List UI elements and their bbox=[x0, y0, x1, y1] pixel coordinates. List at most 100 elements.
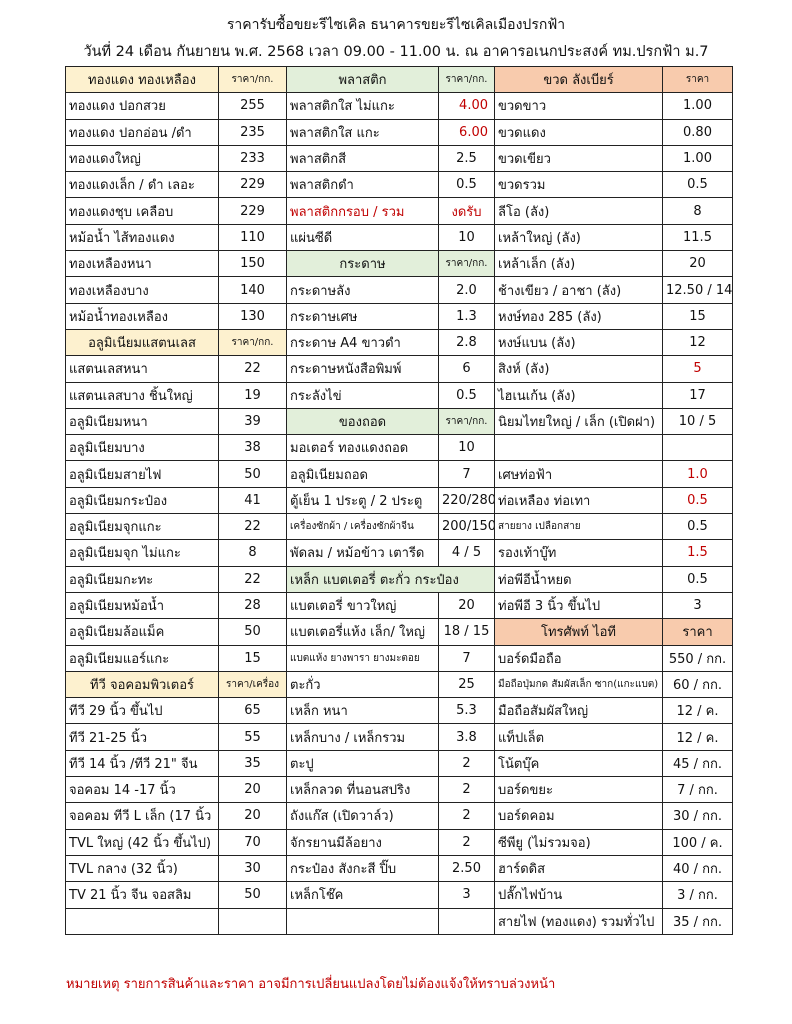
item-name-cell: พลาสติกกรอบ / รวม bbox=[286, 197, 439, 225]
price-cell: 255 bbox=[218, 92, 287, 120]
table-row: อลูมิเนียมสายไฟ 50 อลูมิเนียมถอด 7 เศษท่อฟ้า… bbox=[65, 460, 733, 488]
item-name-cell: ทองแดงใหญ่ bbox=[65, 144, 219, 173]
item-name-cell: อลูมิเนียมบาง bbox=[65, 434, 219, 462]
table-row: อลูมิเนียมแอร์แกะ 15 แบตแห้ง ยางพารา ยางมะ… bbox=[65, 644, 733, 672]
item-name-cell: อลูมิเนียมจุกแกะ bbox=[65, 513, 219, 541]
price-cell: 12 bbox=[662, 328, 733, 357]
price-cell: 30 / กก. bbox=[662, 802, 733, 830]
table-row: ทองแดง ปอกอ่อน /ดำ 235 พลาสติกใส แกะ 6.00 ขว… bbox=[65, 118, 733, 146]
item-name-cell: พลาสติกใส แกะ bbox=[286, 118, 439, 146]
price-cell: 12 / ค. bbox=[662, 697, 733, 725]
page-subtitle: วันที่ 24 เดือน กันยายน พ.ศ. 2568 เวลา 0… bbox=[83, 44, 709, 60]
item-name-cell: อลูมิเนียมกะทะ bbox=[65, 565, 219, 593]
price-cell: 2 bbox=[438, 749, 495, 778]
item-name-cell: ลีโอ (ลัง) bbox=[494, 197, 663, 225]
price-cell: 200/150 bbox=[438, 513, 495, 541]
price-cell: 8 bbox=[662, 197, 733, 225]
item-name-cell: บอร์ดมือถือ bbox=[494, 644, 663, 672]
item-name-cell: ทองแดงชุบ เคลือบ bbox=[65, 197, 219, 225]
item-name-cell: เหล็กลวด ที่นอนสปริง bbox=[286, 776, 439, 804]
table-row: ทองแดง ทองเหลือง ราคา/กก. พลาสติก ราคา/กก. ข… bbox=[65, 65, 733, 94]
item-name-cell: มอเตอร์ ทองแดงถอด bbox=[286, 434, 439, 462]
table-row: อลูมิเนียมล้อแม็ค 50 แบตเตอรี่แห้ง เล็ก/ ใ… bbox=[65, 618, 733, 646]
price-cell: 220/280 bbox=[438, 486, 495, 515]
item-name-cell: เหล้าใหญ่ (ลัง) bbox=[494, 223, 663, 252]
item-name-cell: TV 21 นิ้ว จีน จอสลิม bbox=[65, 881, 219, 909]
item-name-cell: ฮาร์ดดิส bbox=[494, 854, 663, 883]
item-name-cell: TVL ใหญ่ (42 นิ้ว ขึ้นไป) bbox=[65, 828, 219, 856]
item-name-cell: เหล้าเล็ก (ลัง) bbox=[494, 250, 663, 278]
section-header-cell: ทีวี จอคอมพิวเตอร์ bbox=[65, 670, 219, 699]
item-name-cell: ทีวี 21-25 นิ้ว bbox=[65, 723, 219, 751]
table-row: แสตนเลสหนา 22 กระดาษหนังสือพิมพ์ 6 สิงห์ (ลั… bbox=[65, 355, 733, 383]
section-header-cell: เหล็ก แบตเตอรี่ ตะกั่ว กระป๋อง bbox=[286, 565, 495, 593]
price-cell: 60 / กก. bbox=[662, 670, 733, 699]
item-name-cell: อลูมิเนียมจุก ไม่แกะ bbox=[65, 539, 219, 567]
price-cell: 20 bbox=[218, 776, 287, 804]
item-name-cell: สายไฟ (ทองแดง) รวมทั่วไป bbox=[494, 907, 663, 935]
price-cell: 130 bbox=[218, 302, 287, 330]
item-name-cell: ทองแดงเล็ก / ดำ เลอะ bbox=[65, 171, 219, 199]
item-name-cell: พลาสติกดำ bbox=[286, 171, 439, 199]
item-name-cell: รองเท้าบู๊ท bbox=[494, 539, 663, 567]
table-row: ทองแดงเล็ก / ดำ เลอะ 229 พลาสติกดำ 0.5 ขวดรว… bbox=[65, 171, 733, 199]
price-cell: 5 bbox=[662, 355, 733, 383]
price-cell: 4 / 5 bbox=[438, 539, 495, 567]
item-name-cell: อลูมิเนียมแอร์แกะ bbox=[65, 644, 219, 672]
item-name-cell: ทองแดง ปอกอ่อน /ดำ bbox=[65, 118, 219, 146]
section-header-cell: ราคา/กก. bbox=[438, 250, 495, 278]
price-cell: 2.0 bbox=[438, 276, 495, 304]
price-cell: 65 bbox=[218, 697, 287, 725]
table-row: TV 21 นิ้ว จีน จอสลิม 50 เหล็กโช๊ค 3 ปลั๊กไฟ… bbox=[65, 881, 733, 909]
item-name-cell: ขวดรวม bbox=[494, 171, 663, 199]
price-cell: 15 bbox=[218, 644, 287, 672]
price-cell: 12 / ค. bbox=[662, 723, 733, 751]
price-cell: 550 / กก. bbox=[662, 644, 733, 672]
table-row: จอคอม 14 -17 นิ้ว 20 เหล็กลวด ที่นอนสปริง 2… bbox=[65, 776, 733, 804]
section-header-cell: ราคา/กก. bbox=[438, 65, 495, 94]
section-header-cell: ราคา/กก. bbox=[218, 65, 287, 94]
price-cell: 22 bbox=[218, 565, 287, 593]
item-name-cell: นิยมไทยใหญ่ / เล็ก (เปิดฝา) bbox=[494, 407, 663, 436]
section-header-cell: ราคา/เครื่อง bbox=[218, 670, 287, 699]
item-name-cell: จอคอม ทีวี L เล็ก (17 นิ้ว bbox=[65, 802, 219, 830]
price-cell: 1.5 bbox=[662, 539, 733, 567]
table-row: TVL กลาง (32 นิ้ว) 30 กระป๋อง สังกะสี ปิ๊บ… bbox=[65, 854, 733, 883]
item-name-cell: พัดลม / หม้อข้าว เตารีด bbox=[286, 539, 439, 567]
item-name-cell: พลาสติกสี bbox=[286, 144, 439, 173]
item-name-cell: มือถือปุ่มกด สัมผัสเล็ก ซาก(แกะแบต) bbox=[494, 670, 663, 699]
table-row: ทีวี 29 นิ้ว ขึ้นไป 65 เหล็ก หนา 5.3 มือถือส… bbox=[65, 697, 733, 725]
price-cell: 5.3 bbox=[438, 697, 495, 725]
price-cell: 15 bbox=[662, 302, 733, 330]
price-cell: 10 / 5 bbox=[662, 407, 733, 436]
price-cell: 6.00 bbox=[438, 118, 495, 146]
price-cell: 0.5 bbox=[662, 171, 733, 199]
item-name-cell: ไฮเนเก้น (ลัง) bbox=[494, 381, 663, 409]
price-cell bbox=[662, 434, 733, 462]
item-name-cell: ตะกั่ว bbox=[286, 670, 439, 699]
section-header-cell: อลูมิเนียมแสตนเลส bbox=[65, 328, 219, 357]
item-name-cell: แสตนเลสหนา bbox=[65, 355, 219, 383]
item-name-cell: เหล็ก หนา bbox=[286, 697, 439, 725]
price-cell: 1.00 bbox=[662, 92, 733, 120]
table-row: สายไฟ (ทองแดง) รวมทั่วไป 35 / กก. bbox=[65, 907, 733, 935]
item-name-cell: TVL กลาง (32 นิ้ว) bbox=[65, 854, 219, 883]
item-name-cell: ทองเหลืองบาง bbox=[65, 276, 219, 304]
item-name-cell: เครื่องซักผ้า / เครื่องซักผ้าจีน bbox=[286, 513, 439, 541]
price-cell bbox=[438, 907, 495, 935]
table-row: อลูมิเนียมหม้อน้ำ 28 แบตเตอรี่ ขาวใหญ่ 20 ท่… bbox=[65, 591, 733, 620]
price-cell: 2.5 bbox=[438, 144, 495, 173]
table-row: อลูมิเนียมบาง 38 มอเตอร์ ทองแดงถอด 10 bbox=[65, 434, 733, 462]
table-row: ทีวี จอคอมพิวเตอร์ ราคา/เครื่อง ตะกั่ว 25 มื… bbox=[65, 670, 733, 699]
price-cell: 2 bbox=[438, 776, 495, 804]
table-row: ทองเหลืองบาง 140 กระดาษลัง 2.0 ช้างเขียว / อ… bbox=[65, 276, 733, 304]
item-name-cell: สายยาง เปลือกสาย bbox=[494, 513, 663, 541]
item-name-cell: ขวดขาว bbox=[494, 92, 663, 120]
price-cell bbox=[218, 907, 287, 935]
price-cell: 8 bbox=[218, 539, 287, 567]
price-cell: 38 bbox=[218, 434, 287, 462]
section-header-cell: ราคา/กก. bbox=[218, 328, 287, 357]
item-name-cell: ทองเหลืองหนา bbox=[65, 250, 219, 278]
disclaimer-note: หมายเหตุ รายการสินค้าและราคา อาจมีการเปล… bbox=[66, 977, 556, 992]
price-table: ทองแดง ทองเหลือง ราคา/กก. พลาสติก ราคา/กก. ข… bbox=[65, 65, 733, 935]
